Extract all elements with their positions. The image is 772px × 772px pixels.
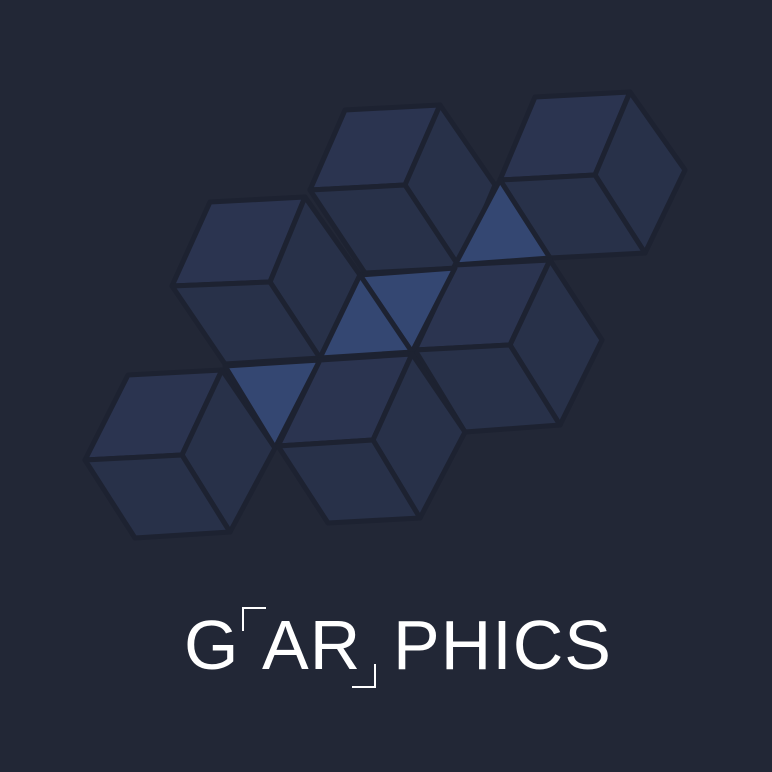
cube-bottom-left-icon xyxy=(82,367,278,541)
cube-top-right-icon xyxy=(497,89,688,261)
cube-bottom-center-icon xyxy=(275,351,468,526)
wordmark-part-2: AR xyxy=(262,606,362,684)
wordmark-part-1: G xyxy=(184,606,240,684)
frame-corner-top-left-icon xyxy=(242,607,266,631)
wordmark-part-3: PHICS xyxy=(393,606,612,684)
frame-corner-bottom-right-icon xyxy=(352,664,376,688)
brand-wordmark: G AR PHICS xyxy=(0,600,772,690)
